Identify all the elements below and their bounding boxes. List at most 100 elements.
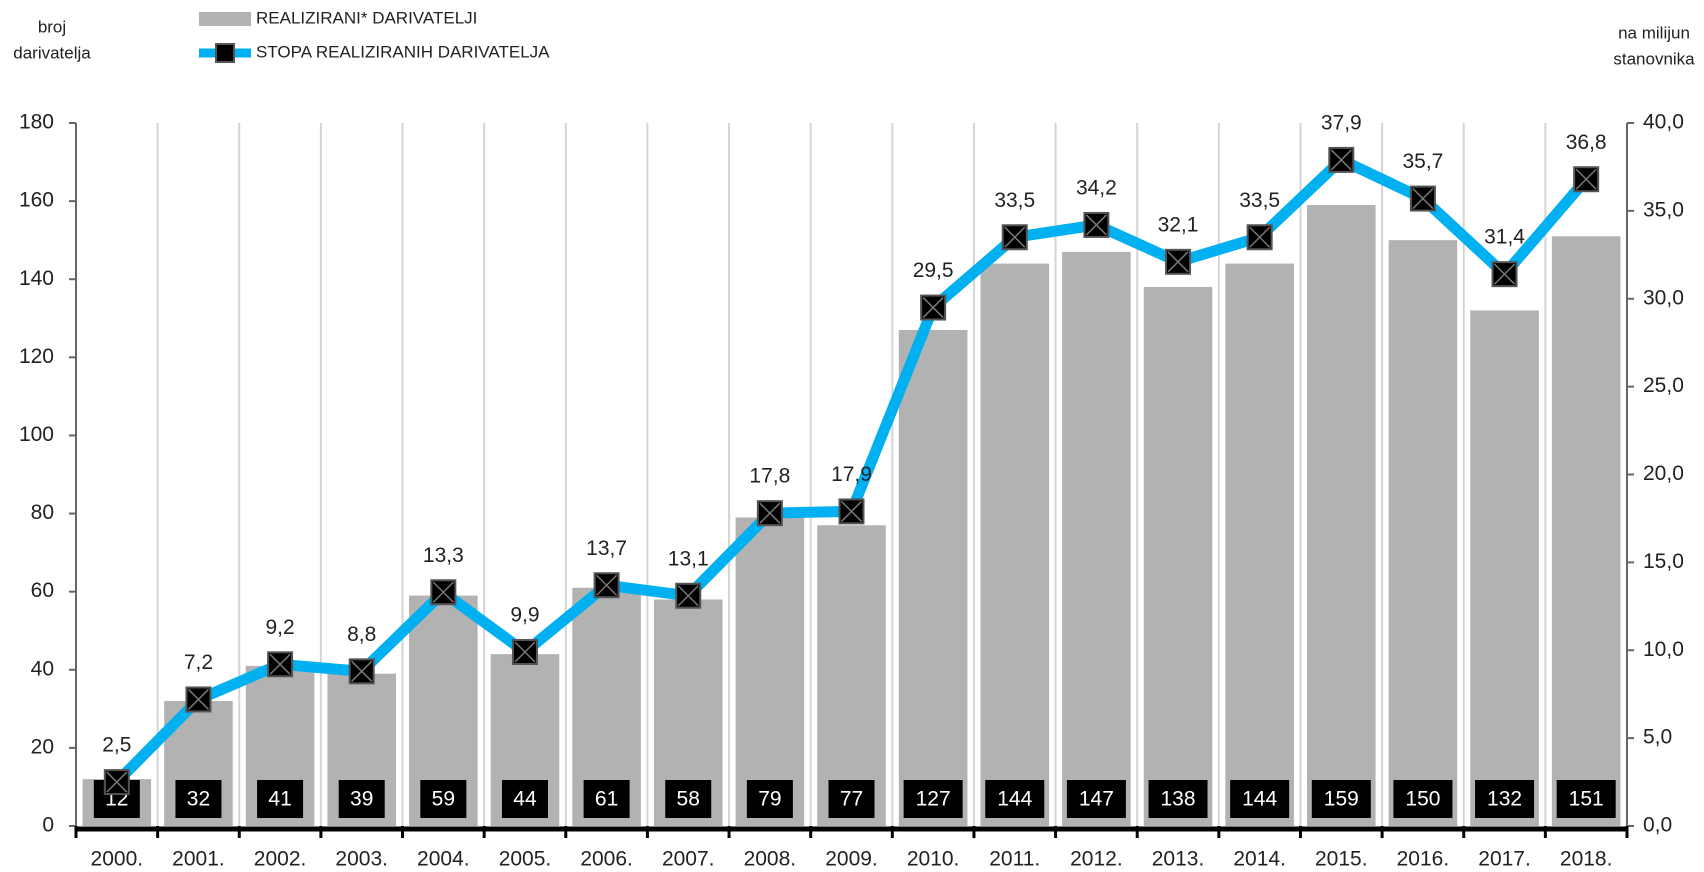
y2-tick-label: 30,0 <box>1643 286 1684 309</box>
marker-detail <box>1575 168 1597 190</box>
x-tick-label: 2016. <box>1397 848 1450 871</box>
bar-label: 150 <box>1405 788 1440 811</box>
y-axis-label: darivatelja <box>13 43 91 62</box>
x-tick-label: 2013. <box>1152 848 1205 871</box>
bar-label: 44 <box>513 788 537 811</box>
bar <box>1307 205 1376 826</box>
bar <box>735 517 805 826</box>
marker-detail <box>840 500 863 522</box>
bar-label-box <box>903 780 963 818</box>
y2-tick-label: 15,0 <box>1643 550 1684 573</box>
legend-marker <box>215 43 235 63</box>
x-tick-label: 2007. <box>662 848 715 871</box>
y-tick-label: 180 <box>19 111 54 134</box>
y-tick-label: 140 <box>19 267 54 290</box>
x-tick-label: 2010. <box>907 848 960 871</box>
x-tick-label: 2006. <box>580 848 633 871</box>
marker-detail <box>922 297 944 319</box>
bar-label-box <box>175 780 222 818</box>
marker-detail <box>1412 188 1434 210</box>
bar-label-box <box>1393 780 1453 818</box>
bar-label-box <box>338 780 385 818</box>
x-tick-label: 2017. <box>1478 848 1531 871</box>
marker-detail <box>432 581 454 603</box>
marker-detail <box>187 688 209 710</box>
data-label: 17,8 <box>749 465 790 488</box>
bar <box>1062 251 1131 827</box>
x-tick-label: 2001. <box>172 848 225 871</box>
y-tick-label: 100 <box>19 423 54 446</box>
bar-label-box <box>665 780 712 818</box>
bar-label: 59 <box>432 788 455 811</box>
bar-label: 127 <box>916 788 951 811</box>
data-label: 33,5 <box>1239 189 1280 212</box>
marker-detail <box>106 771 128 793</box>
legend-swatch <box>199 12 251 26</box>
data-label: 9,2 <box>265 616 294 639</box>
y2-tick-label: 35,0 <box>1643 198 1684 221</box>
marker-detail <box>1330 149 1352 171</box>
y2-tick-label: 25,0 <box>1643 374 1684 397</box>
data-label: 33,5 <box>994 189 1035 212</box>
bar-label-box <box>1556 780 1616 818</box>
bar <box>980 263 1050 827</box>
y-axis-label: broj <box>38 17 66 36</box>
bar <box>1470 310 1539 826</box>
x-tick-label: 2011. <box>989 848 1040 871</box>
bar-label: 39 <box>350 788 373 811</box>
bar-label: 144 <box>1242 788 1277 811</box>
bar-label-box <box>1311 780 1371 818</box>
bar-label-box <box>501 780 548 818</box>
marker-detail <box>1494 263 1516 285</box>
bar-label-box <box>828 780 875 818</box>
data-label: 9,9 <box>510 604 539 627</box>
marker-detail <box>1249 226 1271 248</box>
x-tick-label: 2015. <box>1315 848 1368 871</box>
x-tick-label: 2014. <box>1233 848 1286 871</box>
legend-label: REALIZIRANI* DARIVATELJI <box>256 8 477 27</box>
marker-detail <box>514 641 536 663</box>
x-tick-label: 2004. <box>417 848 470 871</box>
y-tick-label: 0 <box>42 814 54 837</box>
data-label: 13,1 <box>668 547 709 570</box>
data-label: 7,2 <box>184 651 213 674</box>
y2-axis-label: na milijun <box>1618 23 1690 42</box>
bar-label: 77 <box>840 788 863 811</box>
marker-detail <box>1004 226 1026 248</box>
marker-detail <box>351 660 373 682</box>
bar <box>898 329 968 826</box>
bar-label: 61 <box>595 788 618 811</box>
marker-detail <box>759 502 781 524</box>
bar-label-box <box>1066 780 1126 818</box>
bar-label-box <box>420 780 467 818</box>
y2-tick-label: 5,0 <box>1643 726 1672 749</box>
bar-label-box <box>1148 780 1208 818</box>
marker-detail <box>269 653 291 675</box>
y2-tick-label: 20,0 <box>1643 462 1684 485</box>
bar-label: 138 <box>1161 788 1196 811</box>
bar-label: 41 <box>268 788 291 811</box>
data-label: 13,7 <box>586 537 627 560</box>
x-tick-label: 2012. <box>1070 848 1123 871</box>
data-label: 2,5 <box>102 734 131 757</box>
data-label: 31,4 <box>1484 226 1525 249</box>
data-label: 8,8 <box>347 623 376 646</box>
y-tick-label: 120 <box>19 345 54 368</box>
x-tick-label: 2002. <box>254 848 307 871</box>
bar-label-box <box>746 780 793 818</box>
y-tick-label: 20 <box>31 735 54 758</box>
data-label: 37,9 <box>1321 111 1362 134</box>
bar-label-box <box>257 780 304 818</box>
bar-label: 79 <box>758 788 781 811</box>
bar-label-box <box>583 780 630 818</box>
bar <box>1551 236 1621 826</box>
bar <box>817 525 886 826</box>
y-tick-label: 80 <box>31 501 54 524</box>
data-label: 17,9 <box>831 463 872 486</box>
y2-tick-label: 40,0 <box>1643 111 1684 134</box>
bar <box>1143 287 1213 826</box>
y-tick-label: 60 <box>31 579 54 602</box>
y-tick-label: 40 <box>31 657 54 680</box>
x-tick-label: 2000. <box>91 848 144 871</box>
data-label: 13,3 <box>423 544 464 567</box>
